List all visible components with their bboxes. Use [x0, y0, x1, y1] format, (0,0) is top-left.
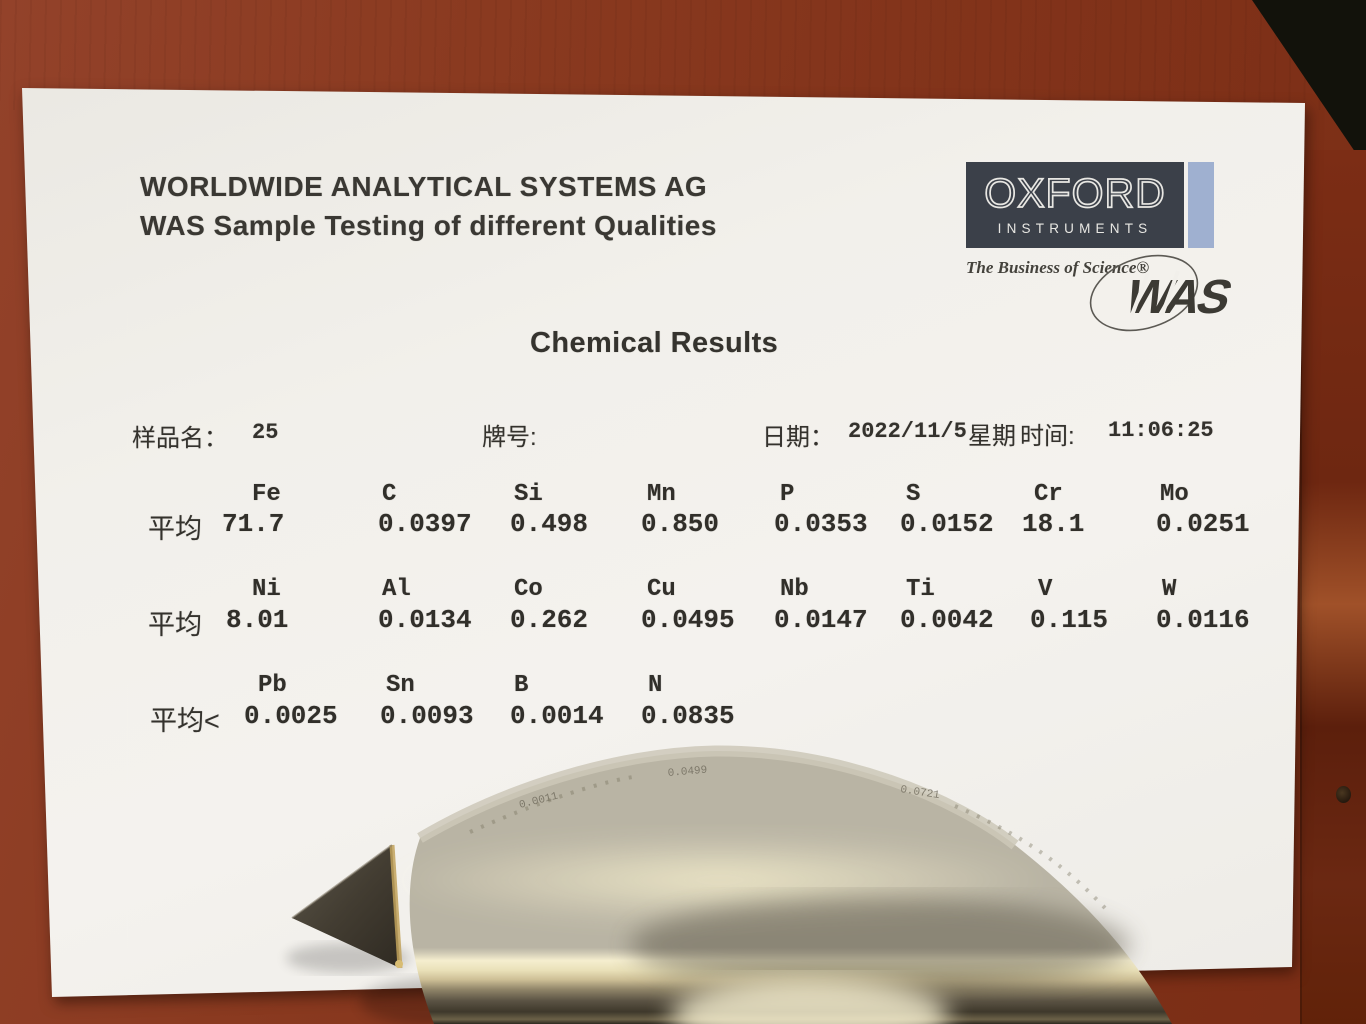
element-value: 0.0116 [1156, 605, 1250, 635]
was-letters: WAS [1119, 270, 1238, 324]
row-label-average: 平均 [148, 610, 202, 640]
element-value: 0.0835 [641, 701, 735, 731]
element-symbol: P [780, 481, 795, 508]
element-value: 0.0397 [378, 509, 472, 539]
element-value: 18.1 [1022, 509, 1085, 539]
logo-blue-bar [1188, 162, 1214, 248]
element-value: 0.0134 [378, 605, 472, 635]
element-symbol: N [648, 672, 663, 699]
row-label-average-lt: 平均< [150, 706, 220, 736]
element-symbol: Sn [386, 672, 415, 699]
row-label-average: 平均 [148, 514, 202, 544]
weekday-label: 星期 [968, 423, 1016, 450]
element-value: 71.7 [222, 509, 285, 539]
logo-tagline: The Business of Science® [966, 258, 1150, 277]
element-value: 0.262 [510, 605, 589, 635]
time-label: 时间: [1020, 423, 1075, 450]
was-oval-logo: WAS [1089, 254, 1238, 332]
company-name: WORLDWIDE ANALYTICAL SYSTEMS AG [140, 171, 708, 202]
element-symbol: C [382, 481, 397, 508]
logo-box [966, 162, 1184, 248]
date-label: 日期： [762, 424, 834, 451]
element-symbol: Cr [1034, 481, 1063, 508]
element-symbol: V [1038, 576, 1053, 603]
element-symbol: Fe [252, 481, 281, 508]
time-value: 11:06:25 [1108, 418, 1214, 443]
page-title: Chemical Results [530, 327, 779, 359]
oxford-wordmark: OXFORD [984, 170, 1165, 216]
element-value: 0.115 [1030, 605, 1109, 635]
instruments-wordmark: INSTRUMENTS [998, 221, 1153, 236]
element-symbol: Pb [258, 672, 287, 699]
stencil-slash [1160, 270, 1180, 316]
element-value: 0.0251 [1156, 509, 1250, 539]
element-value: 0.850 [641, 509, 720, 539]
element-value: 0.0152 [900, 509, 994, 539]
element-symbol: Mo [1160, 481, 1189, 508]
stencil-slash [1130, 272, 1150, 316]
element-value: 0.0014 [510, 701, 604, 731]
element-value: 0.0353 [774, 509, 868, 539]
was-ellipse [1089, 254, 1199, 332]
element-symbol: W [1162, 576, 1177, 603]
element-value: 0.0042 [900, 605, 994, 635]
element-value: 0.0147 [774, 605, 868, 635]
element-symbol: Mn [647, 481, 676, 508]
report-subtitle: WAS Sample Testing of different Qualitie… [140, 210, 717, 241]
date-value: 2022/11/5 [848, 419, 967, 444]
element-value: 0.0495 [641, 605, 735, 635]
sample-name-value: 25 [252, 420, 279, 445]
element-symbol: Si [514, 481, 543, 508]
element-symbol: B [514, 672, 529, 699]
element-symbol: Nb [780, 576, 809, 603]
element-symbol: S [906, 481, 921, 508]
element-value: 0.498 [510, 509, 589, 539]
element-value: 8.01 [226, 605, 289, 635]
element-symbol: Co [514, 576, 543, 603]
screw-dot [1336, 786, 1351, 803]
oxford-instruments-logo: OXFORD INSTRUMENTS [966, 162, 1184, 248]
element-symbol: Ti [906, 576, 935, 603]
sample-name-label: 样品名： [132, 425, 228, 452]
element-value: 0.0025 [244, 701, 338, 731]
table-side-panel [1300, 150, 1366, 1024]
element-symbol: Ni [252, 576, 281, 603]
element-value: 0.0093 [380, 701, 474, 731]
element-symbol: Al [382, 576, 411, 603]
grade-label: 牌号: [482, 424, 537, 451]
element-symbol: Cu [647, 576, 676, 603]
